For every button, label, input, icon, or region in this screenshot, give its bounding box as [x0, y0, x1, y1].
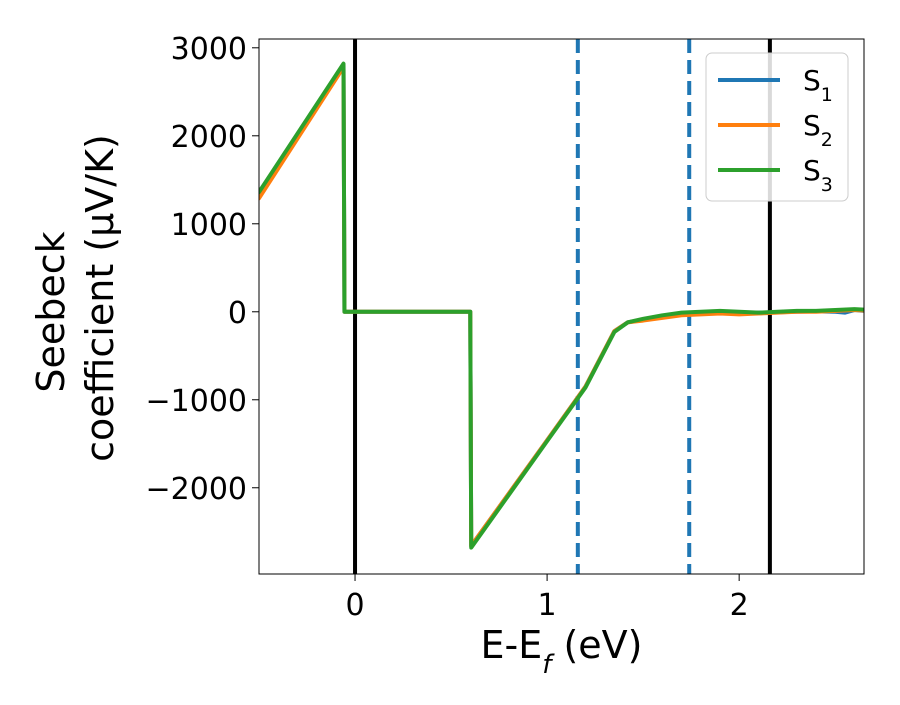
series-layer	[259, 61, 864, 550]
plot-frame	[258, 38, 865, 575]
legend-label-s3: S3	[803, 154, 833, 196]
y-tick-label: 3000	[171, 32, 247, 67]
series-line-s3	[259, 61, 864, 550]
y-tick-label: 1000	[171, 208, 247, 243]
legend-label-s2: S2	[803, 109, 833, 151]
y-tick-label: −1000	[146, 384, 247, 419]
legend-label-s1: S1	[803, 64, 833, 106]
y-axis-label-line2: coefficient (μV/K)	[78, 134, 122, 462]
x-axis-label: E-Ef (eV)	[481, 623, 643, 680]
y-tick-label: 2000	[171, 120, 247, 155]
y-axis: 3000 2000 1000 0 −1000 −2000	[146, 32, 259, 507]
y-tick-label: 0	[228, 296, 247, 331]
x-tick-label: 1	[538, 588, 557, 623]
x-tick-label: 0	[345, 588, 364, 623]
x-tick-label: 2	[730, 588, 749, 623]
x-axis: 0 1 2	[345, 574, 749, 623]
y-axis-label-line1: Seebeck	[29, 231, 73, 392]
y-tick-label: −2000	[146, 472, 247, 507]
